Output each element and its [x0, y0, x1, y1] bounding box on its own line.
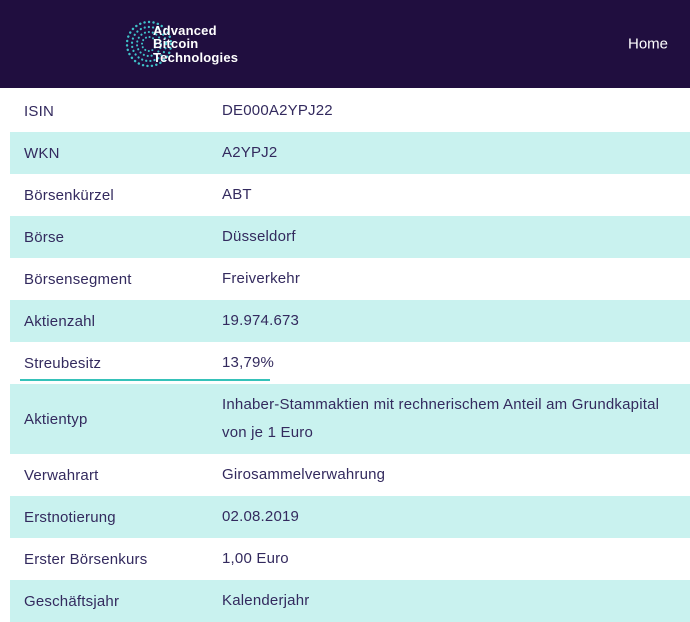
row-value: 13,79%	[222, 354, 275, 371]
row-label: Börse	[24, 228, 65, 246]
table-row: Erster Börsenkurs 1,00 Euro	[0, 538, 690, 580]
row-label: Erstnotierung	[24, 508, 116, 526]
row-value: Kalenderjahr	[222, 592, 310, 609]
row-label: Aktientyp	[24, 410, 88, 428]
row-value: 19.974.673	[222, 312, 300, 329]
row-value: ABT	[222, 186, 252, 203]
table-row: Aktienzahl 19.974.673	[10, 300, 690, 342]
stock-info-table: ISIN DE000A2YPJ22 WKN A2YPJ2 Börsenkürze…	[0, 88, 690, 622]
table-row: Verwahrart Girosammelverwahrung	[0, 454, 690, 496]
header: Advanced Bitcoin Technologies Home	[0, 0, 690, 88]
row-label: Börsensegment	[24, 270, 132, 288]
table-row: Börse Düsseldorf	[10, 216, 690, 258]
logo[interactable]: Advanced Bitcoin Technologies	[124, 19, 238, 69]
row-label: Erster Börsenkurs	[24, 550, 148, 568]
row-value: Girosammelverwahrung	[222, 466, 386, 483]
nav-home-link[interactable]: Home	[627, 35, 668, 53]
row-label: WKN	[24, 144, 60, 162]
table-row: Aktientyp Inhaber-Stammaktien mit rechne…	[10, 384, 690, 454]
logo-text-line2: Bitcoin	[153, 36, 199, 52]
table-row: WKN A2YPJ2	[10, 132, 690, 174]
row-label: ISIN	[24, 102, 54, 120]
row-label: Streubesitz	[24, 354, 102, 372]
row-value: Düsseldorf	[222, 228, 296, 245]
row-label: Geschäftsjahr	[24, 592, 120, 610]
table-row: Streubesitz 13,79%	[0, 342, 690, 384]
logo-text-line1: Advanced	[153, 22, 217, 38]
row-value: DE000A2YPJ22	[222, 102, 333, 119]
table-row: Erstnotierung 02.08.2019	[10, 496, 690, 538]
row-label: Börsenkürzel	[24, 186, 114, 204]
table-row: Geschäftsjahr Kalenderjahr	[10, 580, 690, 622]
logo-globe-icon	[125, 20, 173, 68]
streubesitz-underline	[20, 379, 270, 381]
logo-text: Advanced Bitcoin Technologies	[153, 24, 238, 65]
table-row: Börsensegment Freiverkehr	[0, 258, 690, 300]
row-value: Inhaber-Stammaktien mit rechnerischem An…	[222, 396, 660, 441]
row-value: Freiverkehr	[222, 270, 301, 287]
row-label: Verwahrart	[24, 466, 99, 484]
table-row: Börsenkürzel ABT	[0, 174, 690, 216]
row-value: A2YPJ2	[222, 144, 278, 161]
row-value: 1,00 Euro	[222, 550, 289, 567]
row-label: Aktienzahl	[24, 312, 96, 330]
table-row: ISIN DE000A2YPJ22	[0, 90, 690, 132]
logo-text-line3: Technologies	[153, 49, 239, 65]
row-value: 02.08.2019	[222, 508, 300, 525]
